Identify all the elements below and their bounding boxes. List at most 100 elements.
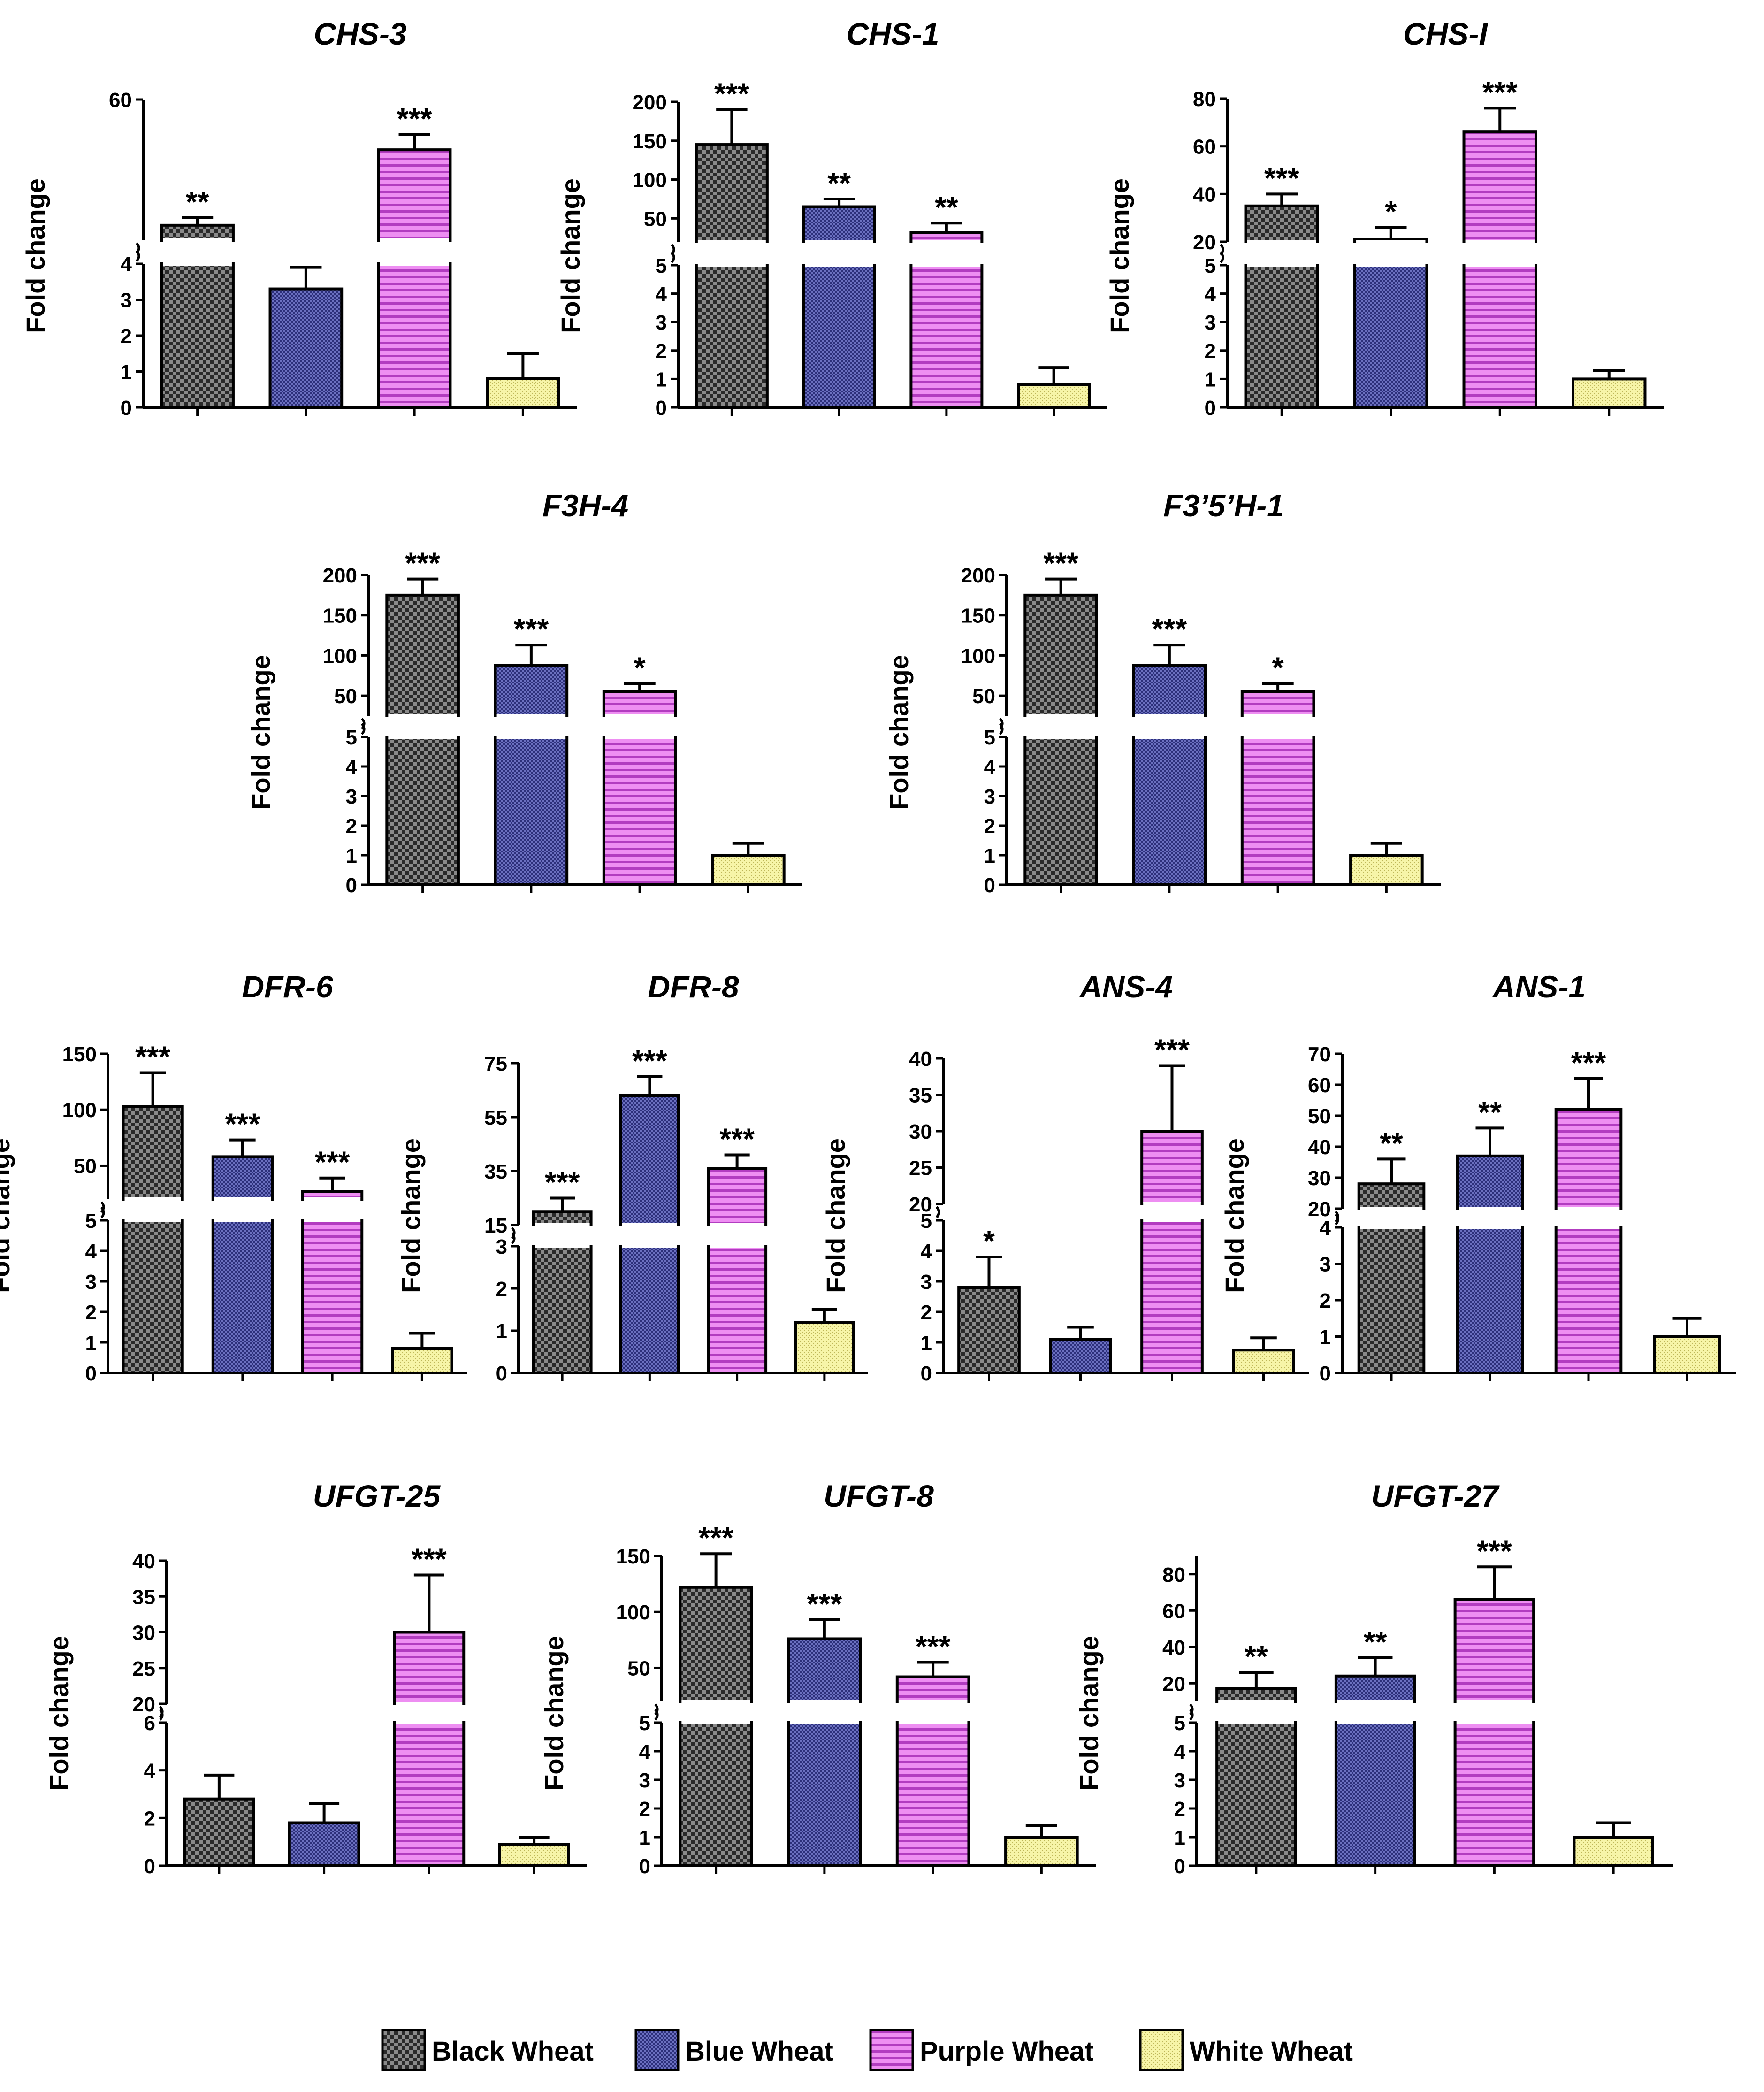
significance-label: ** [1478, 1095, 1502, 1129]
y-tick-label: 1 [1320, 1326, 1331, 1349]
bar-white-wheat [794, 1308, 855, 1374]
y-tick-label: 80 [1193, 88, 1216, 111]
legend-label: Blue Wheat [685, 2036, 833, 2067]
y-tick-label: 100 [633, 169, 667, 192]
bar-blue-wheat: *** [787, 1587, 862, 1867]
y-tick-label: 0 [496, 1362, 507, 1385]
y-tick-label: 3 [639, 1769, 650, 1792]
bar-purple-wheat: *** [377, 102, 452, 409]
y-tick-label: 4 [346, 756, 358, 779]
chart-title: F3H-4 [542, 488, 628, 523]
y-tick-label: 0 [121, 397, 132, 420]
chart-title: CHS-I [1403, 16, 1488, 51]
bar-purple-wheat: *** [1453, 1534, 1535, 1867]
legend-item-black-wheat: Black Wheat [381, 2029, 594, 2071]
y-axis-label: Fold change [556, 178, 585, 333]
significance-label: ** [827, 166, 851, 200]
y-tick-label: 0 [984, 874, 995, 897]
y-tick-label: 70 [1308, 1043, 1331, 1066]
y-tick-label: 60 [1162, 1600, 1185, 1623]
y-axis-label: Fold change [884, 655, 914, 810]
bar-blue-wheat: *** [619, 1044, 680, 1374]
significance-label: *** [916, 1630, 951, 1663]
y-tick-label: 40 [909, 1048, 932, 1071]
y-tick-label: 100 [323, 644, 357, 667]
legend-swatch [1139, 2029, 1184, 2071]
y-tick-label: 3 [1205, 311, 1216, 334]
bar-white-wheat [1004, 1824, 1079, 1867]
y-tick-label: 2 [121, 325, 132, 348]
y-tick-label: 0 [1205, 397, 1216, 420]
significance-label: *** [714, 77, 749, 111]
y-tick-label: 150 [62, 1043, 97, 1066]
bar-purple-wheat: *** [707, 1122, 768, 1374]
significance-label: *** [1043, 546, 1078, 580]
y-tick-label: 0 [656, 397, 667, 420]
y-tick-label: 4 [984, 756, 996, 779]
y-tick-label: 20 [1308, 1198, 1331, 1221]
significance-label: *** [632, 1044, 667, 1078]
y-tick-label: 4 [639, 1740, 651, 1763]
y-axis-label: Fold change [1105, 178, 1134, 333]
y-tick-label: 1 [121, 361, 132, 384]
y-tick-label: 50 [627, 1657, 650, 1680]
bar-purple-wheat: * [1240, 651, 1315, 886]
y-tick-label: 1 [1205, 368, 1216, 391]
bar-blue-wheat: ** [802, 166, 876, 409]
y-tick-label: 4 [656, 283, 667, 306]
bar-white-wheat [486, 352, 560, 409]
y-tick-label: 0 [85, 1362, 97, 1385]
y-tick-label: 1 [984, 844, 995, 867]
y-tick-label: 6 [144, 1712, 155, 1735]
significance-label: *** [405, 546, 440, 580]
bar-black-wheat: *** [122, 1040, 184, 1374]
significance-label: ** [1364, 1625, 1387, 1659]
bar-white-wheat [391, 1332, 453, 1374]
y-tick-label: 150 [616, 1545, 650, 1568]
chart-title: ANS-4 [1079, 969, 1173, 1004]
y-axis-label: Fold change [44, 1636, 74, 1791]
significance-label: *** [1571, 1046, 1606, 1080]
bar-blue-wheat: *** [1132, 612, 1207, 886]
bar-purple-wheat: *** [1462, 75, 1537, 409]
bar-black-wheat: *** [1023, 546, 1098, 886]
chart-title: CHS-3 [313, 16, 406, 51]
y-tick-label: 1 [496, 1320, 507, 1343]
significance-label: *** [1482, 75, 1518, 109]
chart-title: ANS-1 [1492, 969, 1586, 1004]
bar-white-wheat [711, 842, 786, 886]
y-axis-label: Fold change [0, 1138, 15, 1293]
bar-black-wheat: *** [1244, 161, 1319, 409]
y-tick-label: 2 [496, 1278, 507, 1301]
legend-swatch [869, 2029, 914, 2071]
significance-label: *** [1154, 1033, 1190, 1067]
significance-label: *** [315, 1145, 350, 1179]
y-tick-label: 40 [132, 1550, 155, 1573]
chart-title: UFGT-25 [313, 1479, 441, 1513]
y-tick-label: 2 [1205, 340, 1216, 363]
chart-title: DFR-6 [242, 969, 334, 1004]
significance-label: *** [225, 1107, 260, 1141]
chart-title: F3’5’H-1 [1163, 488, 1284, 523]
bar-purple-wheat: *** [1140, 1033, 1204, 1374]
y-tick-label: 30 [132, 1622, 155, 1645]
y-tick-label: 0 [1174, 1855, 1185, 1878]
bar-white-wheat [1572, 369, 1647, 409]
significance-label: ** [935, 190, 958, 224]
y-tick-label: 200 [323, 564, 357, 587]
y-tick-label: 0 [144, 1855, 155, 1878]
significance-label: *** [1264, 161, 1299, 195]
bar-blue-wheat: * [1353, 195, 1428, 409]
significance-label: *** [1477, 1534, 1512, 1568]
y-axis-label: Fold change [396, 1138, 426, 1293]
y-tick-label: 5 [639, 1712, 650, 1735]
y-tick-label: 1 [1174, 1826, 1185, 1849]
legend-label: White Wheat [1190, 2036, 1353, 2067]
significance-label: *** [698, 1521, 733, 1555]
y-tick-label: 25 [132, 1657, 155, 1680]
